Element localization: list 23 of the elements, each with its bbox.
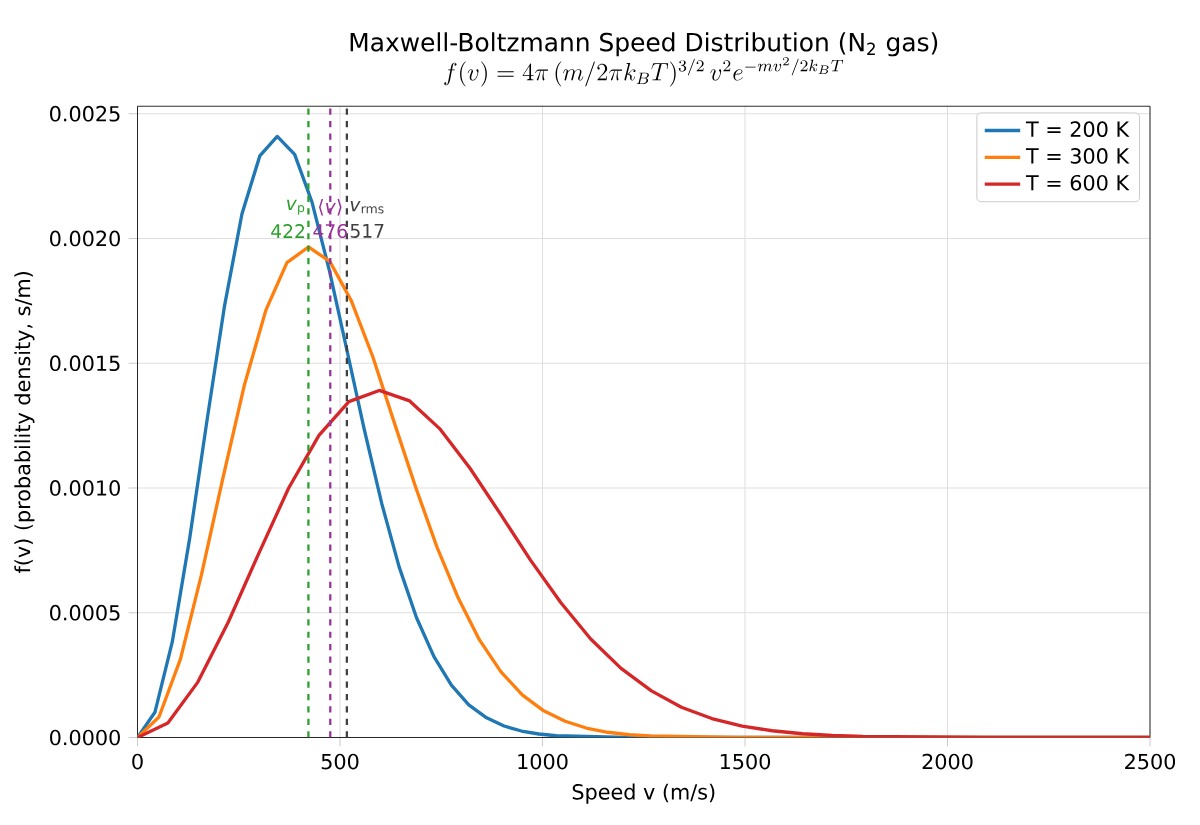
chart-title: Maxwell-Boltzmann Speed Distribution (N$_{2}$ gas) xyxy=(350,32,938,57)
x-tick-label: 500 xyxy=(321,753,359,770)
x-tick-label: 1000 xyxy=(518,753,568,770)
x-axis-title: Speed v (m/s) xyxy=(572,783,715,804)
legend-label: T = 200 K xyxy=(1025,121,1130,137)
x-tick-label: 2000 xyxy=(922,753,973,770)
x-tick-label: 0 xyxy=(132,753,143,770)
y-tick-label: 0.0025 xyxy=(50,105,120,122)
ref-line-label: v$_{rms}$ xyxy=(350,201,384,214)
y-tick-label: 0.0010 xyxy=(50,480,120,496)
y-tick-label: 0.0005 xyxy=(50,604,120,621)
y-tick-label: 0.0015 xyxy=(50,355,120,372)
legend-label: T = 600 K xyxy=(1025,174,1130,191)
x-tick-label: 1500 xyxy=(720,753,771,770)
x-tick-label: 2500 xyxy=(1125,753,1176,770)
y-tick-label: 0.0020 xyxy=(50,230,120,247)
annotation: 517 xyxy=(350,224,384,238)
legend-label: T = 300 K xyxy=(1025,148,1130,164)
ref-line-label: v$_{p}$ xyxy=(287,199,305,215)
chart-subtitle: $f(v) = 4\pi\,(m/2\pi k_B T)^{3/2}\,v^2 e^{-mv^2/2k_B T}$ xyxy=(444,57,844,87)
y-axis-title: f(v) (probability density, s/m) xyxy=(14,272,35,574)
annotation: 422 xyxy=(271,224,305,238)
y-tick-label: 0.0000 xyxy=(50,729,120,746)
